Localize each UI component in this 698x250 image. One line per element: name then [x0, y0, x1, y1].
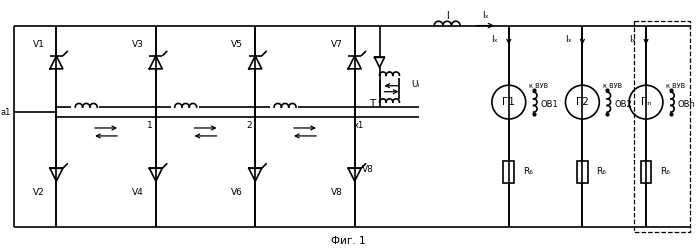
Text: V8: V8	[331, 188, 343, 197]
Text: к ВУВ: к ВУВ	[602, 83, 622, 89]
Bar	[641, 161, 651, 183]
Text: Iₓ: Iₓ	[565, 35, 572, 44]
Text: V3: V3	[132, 40, 144, 49]
Text: l: l	[446, 11, 449, 21]
Text: x1: x1	[354, 122, 364, 130]
Text: V6: V6	[232, 188, 244, 197]
Text: Iₓ: Iₓ	[629, 35, 635, 44]
Text: ОВ1: ОВ1	[541, 100, 558, 108]
Text: V5: V5	[232, 40, 244, 49]
Text: Uᵢ: Uᵢ	[411, 80, 419, 89]
Text: к ВУВ: к ВУВ	[529, 83, 548, 89]
Text: R₆: R₆	[523, 167, 533, 176]
Text: Гₙ: Гₙ	[641, 97, 651, 107]
Text: a1: a1	[0, 108, 10, 116]
Text: Фиг. 1: Фиг. 1	[332, 236, 366, 246]
Bar	[577, 161, 588, 183]
Text: 2: 2	[246, 122, 252, 130]
Text: Г2: Г2	[576, 97, 589, 107]
Text: V4: V4	[132, 188, 144, 197]
Text: ОВ2: ОВ2	[614, 100, 632, 108]
Text: Iₓ: Iₓ	[491, 35, 498, 44]
Text: V8: V8	[362, 165, 373, 174]
Text: R₆: R₆	[660, 167, 670, 176]
Text: Iₓ: Iₓ	[482, 11, 489, 20]
Bar	[503, 161, 514, 183]
Text: V1: V1	[33, 40, 45, 49]
Text: T: T	[369, 99, 376, 109]
Text: к ВУВ: к ВУВ	[667, 83, 685, 89]
Text: R₆: R₆	[596, 167, 606, 176]
Text: Г1: Г1	[503, 97, 515, 107]
Text: V2: V2	[33, 188, 45, 197]
Text: V7: V7	[331, 40, 343, 49]
Text: 1: 1	[147, 122, 153, 130]
Text: ОВn: ОВn	[678, 100, 696, 108]
